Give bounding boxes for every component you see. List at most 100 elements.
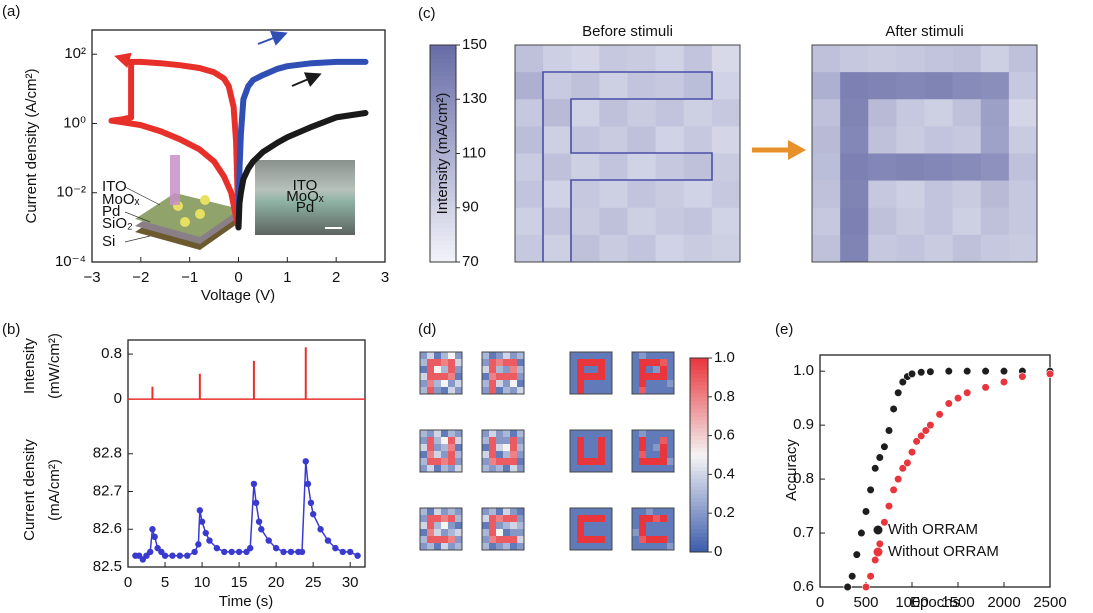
sweep-arrow — [257, 30, 288, 46]
heat-cell — [598, 430, 606, 438]
y2-axis-label: (mW/cm²) — [46, 333, 63, 399]
heat-cell — [646, 536, 654, 544]
data-point — [280, 548, 287, 556]
colorbar-slice — [430, 144, 456, 150]
heat-cell — [510, 522, 518, 530]
heat-cell — [571, 207, 600, 236]
heat-cell — [517, 359, 525, 367]
heat-cell — [660, 373, 668, 381]
colorbar-slice — [430, 183, 456, 189]
colorbar-tick-label: 70 — [462, 253, 479, 270]
heat-cell — [489, 529, 497, 537]
heat-cell — [427, 543, 435, 551]
x-tick-label: 30 — [342, 574, 359, 591]
heat-cell — [448, 352, 456, 360]
heat-cell — [598, 387, 606, 395]
heat-cell — [683, 126, 713, 154]
heat-cell — [605, 458, 613, 466]
heat-cell — [667, 437, 675, 445]
heat-cell — [434, 437, 442, 445]
heat-cell — [441, 437, 449, 445]
heat-cell — [448, 536, 456, 544]
heat-cell — [482, 387, 490, 395]
heat-cell — [577, 430, 585, 438]
heat-cell — [868, 153, 897, 181]
plot-frame — [127, 339, 366, 568]
x-tick-label: −3 — [83, 269, 100, 286]
heat-cell — [496, 430, 504, 438]
heat-cell — [924, 207, 953, 236]
colorbar-slice — [690, 451, 708, 456]
heat-cell — [605, 543, 613, 551]
x-tick-label: 1000 — [895, 594, 928, 611]
heat-cell — [420, 515, 428, 523]
heat-cell — [517, 522, 525, 530]
colorbar-slice — [430, 235, 456, 241]
data-point — [912, 437, 921, 446]
heat-cell — [577, 366, 585, 374]
heat-cell — [599, 99, 628, 127]
heat-cell — [584, 451, 592, 459]
heat-cell — [584, 437, 592, 445]
heat-cell — [1008, 207, 1038, 236]
colorbar-slice — [690, 412, 708, 417]
heat-cell — [660, 536, 668, 544]
heat-cell — [598, 543, 606, 551]
inset-label: Pd — [296, 199, 314, 216]
heat-cell — [427, 515, 435, 523]
data-point — [917, 431, 926, 441]
heat-cell — [598, 444, 606, 452]
colorbar-slice — [690, 470, 708, 475]
heat-cell — [571, 180, 600, 209]
heat-cell — [455, 366, 463, 374]
heat-cell — [448, 430, 456, 438]
heat-cell — [517, 430, 525, 438]
colorbar-slice — [430, 71, 456, 76]
heat-cell — [655, 207, 685, 236]
heat-cell — [448, 522, 456, 530]
heat-cell — [1008, 180, 1038, 209]
heat-cell — [660, 444, 668, 452]
y-axis-label: Current density — [21, 439, 38, 541]
heat-cell — [448, 387, 456, 395]
heat-cell — [577, 380, 585, 388]
colorbar-slice — [430, 179, 456, 185]
inset-label: ITO — [102, 178, 127, 195]
data-point — [198, 518, 206, 525]
heat-cell — [632, 515, 640, 523]
heat-cell — [632, 444, 640, 452]
y-tick-label: 1.0 — [793, 362, 814, 379]
colorbar-slice — [690, 478, 708, 483]
heat-cell — [517, 373, 525, 381]
heat-cell — [434, 515, 442, 523]
heat-cell — [653, 437, 661, 445]
colorbar-tick-label: 0.6 — [714, 427, 735, 444]
data-point — [339, 548, 346, 556]
heat-cell — [598, 380, 606, 388]
heat-cell — [482, 444, 490, 452]
heat-cell — [515, 180, 544, 209]
data-point — [889, 485, 898, 494]
heat-cell — [427, 451, 435, 459]
heat-cell — [420, 536, 428, 544]
heat-cell — [660, 451, 668, 459]
colorbar-slice — [690, 501, 708, 506]
heat-cell — [653, 352, 661, 360]
data-line — [108, 58, 242, 231]
heat-cell — [896, 126, 925, 154]
colorbar-slice — [430, 66, 456, 72]
heat-cell — [577, 522, 585, 530]
heat-cell — [980, 72, 1010, 100]
heat-cell — [952, 45, 982, 73]
data-point — [875, 539, 884, 548]
heat-cell — [570, 366, 578, 374]
colorbar-slice — [430, 175, 456, 181]
heat-cell — [1008, 45, 1038, 73]
map-frame — [569, 429, 613, 473]
heat-cell — [653, 373, 661, 381]
colorbar-slice — [690, 466, 708, 472]
data-point — [287, 548, 295, 556]
heat-cell — [660, 465, 668, 473]
y-tick-label: 0.9 — [793, 416, 814, 433]
heat-cell — [591, 380, 599, 388]
